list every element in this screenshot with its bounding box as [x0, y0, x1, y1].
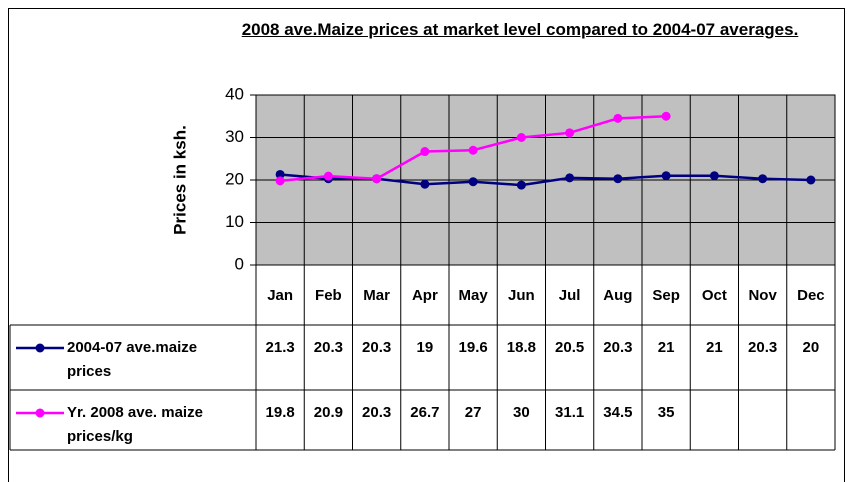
table-value: 19 — [417, 339, 434, 356]
x-tick-label: May — [459, 287, 489, 304]
data-point — [758, 174, 768, 184]
x-tick-label: Nov — [748, 287, 777, 304]
table-value: 20.5 — [555, 339, 584, 356]
table-value: 21 — [658, 339, 675, 356]
data-point — [565, 128, 575, 138]
data-point — [275, 176, 285, 186]
legend-marker — [35, 343, 45, 353]
data-point — [420, 179, 430, 189]
data-point — [661, 171, 671, 181]
x-tick-label: Jul — [559, 287, 581, 304]
data-point — [613, 174, 623, 184]
data-point — [420, 147, 430, 157]
table-value: 20.3 — [314, 339, 343, 356]
chart-title: 2008 ave.Maize prices at market level co… — [241, 20, 799, 39]
x-tick-label: Oct — [702, 287, 727, 304]
table-value: 20.3 — [362, 339, 391, 356]
table-value: 21.3 — [266, 339, 295, 356]
y-tick-label: 0 — [235, 254, 244, 273]
x-tick-label: Jun — [508, 287, 535, 304]
data-point — [468, 145, 478, 155]
table-value: 20.3 — [603, 339, 632, 356]
x-tick-label: Mar — [363, 287, 390, 304]
y-axis-label: Prices in ksh. — [170, 125, 189, 235]
table-value: 20.3 — [748, 339, 777, 356]
table-value: 26.7 — [410, 404, 439, 421]
x-tick-label: Apr — [412, 287, 438, 304]
data-point — [275, 169, 285, 179]
table-value: 18.8 — [507, 339, 536, 356]
legend-marker — [35, 408, 45, 418]
data-point — [323, 171, 333, 181]
title-box: 2008 ave.Maize prices at market level co… — [241, 20, 799, 39]
table-value: 20.3 — [362, 404, 391, 421]
data-point — [806, 175, 816, 185]
table-value: 35 — [658, 404, 675, 421]
y-tick-label: 10 — [225, 212, 244, 231]
x-tick-label: Dec — [797, 287, 825, 304]
x-tick-label: Sep — [652, 287, 680, 304]
table-value: 34.5 — [603, 404, 632, 421]
y-tick-label: 40 — [225, 84, 244, 103]
table-value: 19.6 — [459, 339, 488, 356]
data-point — [468, 177, 478, 187]
table-value: 21 — [706, 339, 723, 356]
data-point — [661, 111, 671, 121]
x-tick-label: Jan — [267, 287, 293, 304]
x-tick-label: Feb — [315, 287, 342, 304]
data-point — [516, 180, 526, 190]
x-tick-label: Aug — [603, 287, 632, 304]
table-value: 31.1 — [555, 404, 584, 421]
data-point — [565, 173, 575, 183]
table-value: 19.8 — [266, 404, 295, 421]
table-value: 20.9 — [314, 404, 343, 421]
table-value: 20 — [803, 339, 820, 356]
table-value: 30 — [513, 404, 530, 421]
legend-label: Yr. 2008 ave. maize prices/kg — [67, 404, 203, 445]
data-point — [372, 174, 382, 184]
table-value: 27 — [465, 404, 482, 421]
legend-label: 2004-07 ave.maize prices — [67, 339, 198, 380]
data-point — [709, 171, 719, 181]
y-tick-label: 30 — [225, 127, 244, 146]
y-tick-label: 20 — [225, 169, 244, 188]
data-point — [613, 113, 623, 123]
data-point — [516, 133, 526, 142]
